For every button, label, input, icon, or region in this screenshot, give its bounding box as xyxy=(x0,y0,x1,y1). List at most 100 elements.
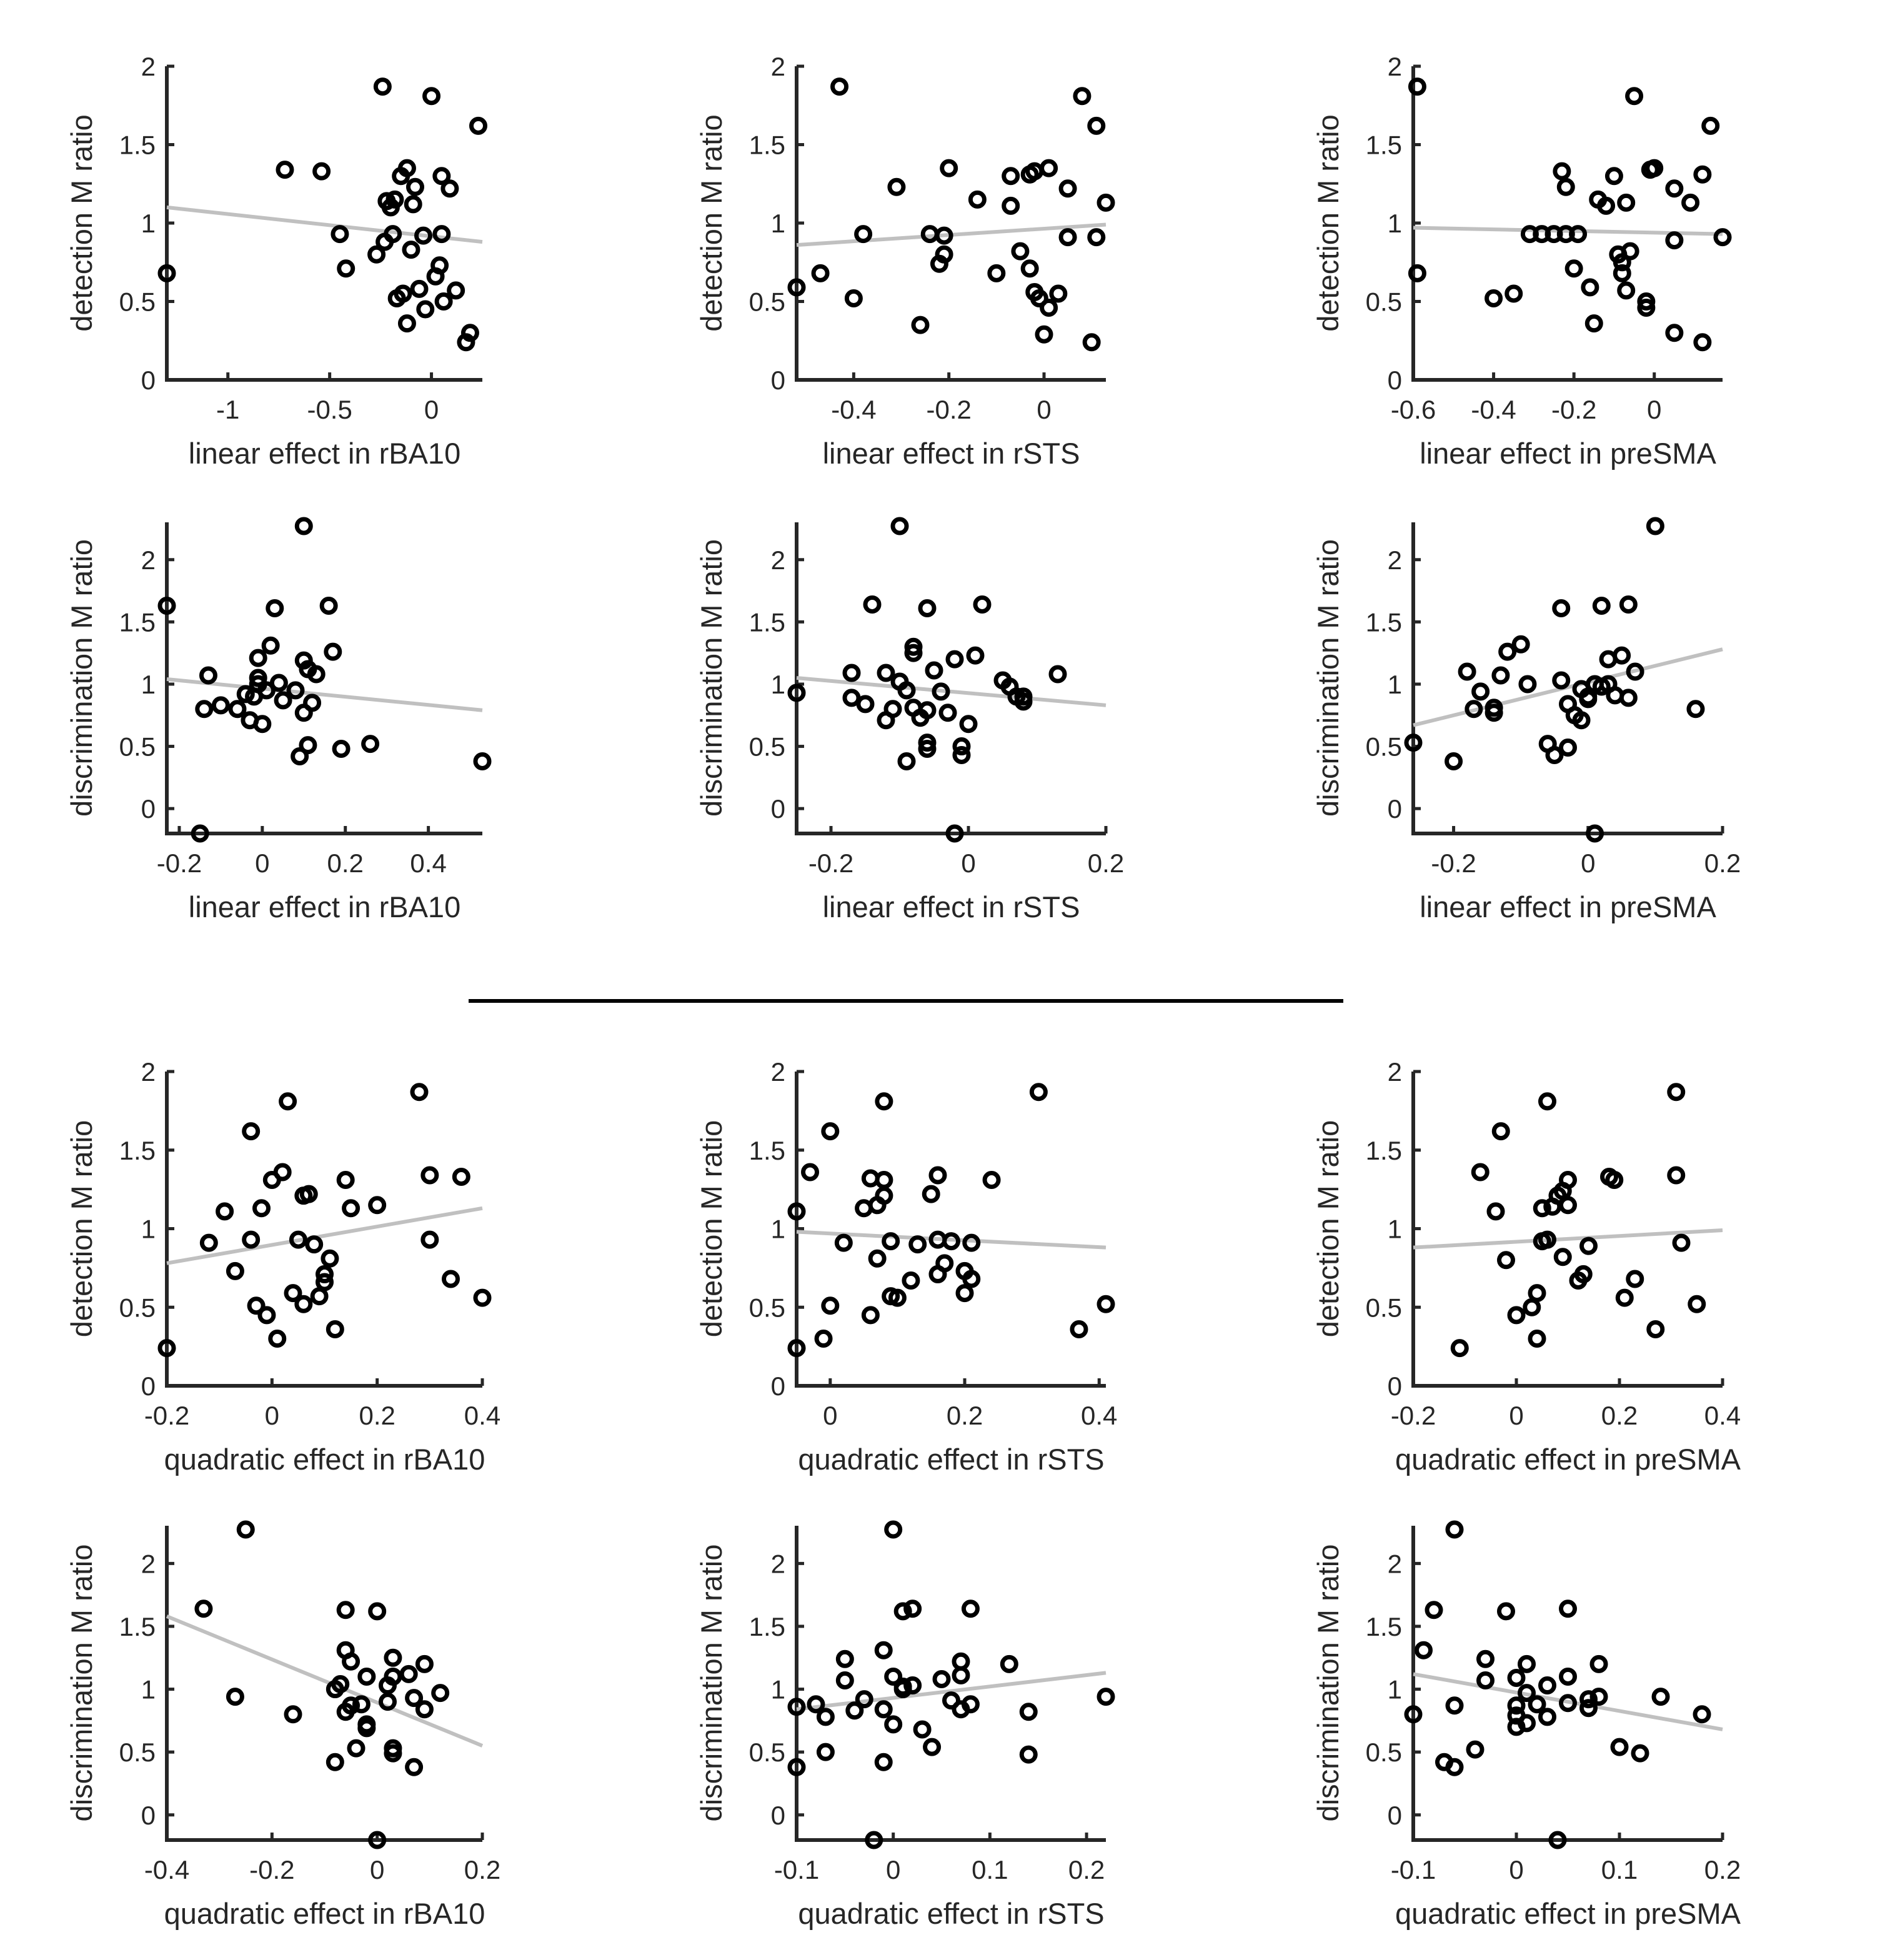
data-point xyxy=(410,1083,429,1102)
data-point xyxy=(834,1233,853,1252)
data-point xyxy=(1553,1248,1572,1266)
y-tick-label: 0.5 xyxy=(119,287,156,317)
data-point xyxy=(1665,324,1684,342)
data-point xyxy=(284,1284,302,1303)
x-tick-label: 0 xyxy=(1509,1401,1523,1430)
regression-line xyxy=(796,1230,1107,1250)
data-point xyxy=(875,1171,893,1190)
data-point xyxy=(228,700,247,719)
data-point xyxy=(1058,179,1077,198)
data-point xyxy=(1518,675,1537,694)
x-tick-label: 0 xyxy=(1581,848,1595,878)
data-point xyxy=(211,696,230,715)
data-point xyxy=(307,665,326,684)
data-point xyxy=(1556,177,1575,196)
data-point xyxy=(1672,1233,1691,1252)
data-point xyxy=(261,636,280,655)
data-point xyxy=(1552,599,1571,617)
data-point xyxy=(1610,1738,1629,1756)
x-tick-label: -0.6 xyxy=(1391,395,1436,424)
y-tick-label: 0.5 xyxy=(1366,732,1402,762)
scatter-panel-12: 0 0.5 1 1.5 2 -0.1 0 0.1 0.2 quadratic effect in … xyxy=(1311,1520,1741,1930)
x-tick-label: 0.2 xyxy=(1704,1855,1741,1884)
data-point xyxy=(1445,1758,1464,1776)
data-point xyxy=(968,190,987,209)
x-tick-label: 0 xyxy=(265,1401,279,1430)
data-point xyxy=(1518,1654,1536,1673)
regression-line xyxy=(1413,1672,1723,1731)
data-point xyxy=(874,1753,893,1771)
data-point xyxy=(865,1831,883,1849)
data-point xyxy=(1471,1163,1490,1181)
data-point xyxy=(1507,1696,1526,1715)
data-point xyxy=(913,1720,932,1739)
x-tick-label: -0.2 xyxy=(1431,848,1476,878)
data-point xyxy=(888,1288,907,1307)
data-point xyxy=(331,1675,350,1694)
data-point xyxy=(863,595,882,614)
data-point xyxy=(247,1296,266,1315)
y-tick-label: 1.5 xyxy=(1366,131,1402,160)
data-point xyxy=(938,704,957,722)
data-point xyxy=(1581,278,1599,297)
data-point xyxy=(394,284,412,303)
data-point xyxy=(1505,284,1523,303)
data-point xyxy=(1528,1695,1546,1714)
data-point xyxy=(845,1701,864,1720)
data-point xyxy=(1579,1699,1598,1718)
regression-line xyxy=(1413,647,1723,727)
data-point xyxy=(266,599,284,617)
data-point xyxy=(1681,193,1700,212)
data-point xyxy=(368,1831,387,1849)
data-point xyxy=(402,241,420,259)
data-point xyxy=(299,736,317,755)
y-axis-label: detection M ratio xyxy=(65,1120,98,1337)
data-point xyxy=(274,691,292,710)
data-point xyxy=(1518,1684,1536,1703)
data-point xyxy=(1651,1688,1670,1706)
data-point xyxy=(1538,1676,1556,1695)
data-point xyxy=(821,1122,840,1141)
y-tick-label: 0 xyxy=(771,366,785,395)
y-tick-label: 1 xyxy=(141,209,156,238)
data-point xyxy=(959,715,978,734)
data-point xyxy=(1626,662,1644,681)
y-tick-label: 2 xyxy=(1388,52,1402,81)
data-point xyxy=(884,1520,903,1539)
data-point xyxy=(882,1232,900,1251)
data-point xyxy=(1693,1705,1711,1724)
y-tick-label: 1 xyxy=(771,1675,785,1704)
data-point xyxy=(940,159,958,177)
data-point xyxy=(842,664,861,682)
scatter-panel-2: 0 0.5 1 1.5 2 -0.4 -0.2 0 linear effect in rSTS d… xyxy=(695,52,1115,470)
y-tick-label: 0.5 xyxy=(119,1293,156,1322)
data-point xyxy=(1415,1641,1433,1659)
data-point xyxy=(249,669,267,687)
data-point xyxy=(928,1166,947,1185)
data-point xyxy=(312,162,331,181)
x-tick-label: -0.2 xyxy=(808,848,853,878)
data-point xyxy=(420,1230,439,1249)
data-point xyxy=(816,1708,835,1726)
data-point xyxy=(336,1601,355,1619)
data-point xyxy=(1553,162,1571,181)
data-point xyxy=(1626,1270,1644,1288)
x-tick-label: 0.2 xyxy=(1601,1401,1638,1430)
data-point xyxy=(1030,289,1048,307)
x-tick-label: -0.2 xyxy=(249,1855,294,1884)
data-point xyxy=(195,700,214,719)
data-point xyxy=(236,685,255,704)
y-tick-label: 1.5 xyxy=(749,1136,785,1165)
data-point xyxy=(1619,595,1638,614)
scatter-panel-6: 0 0.5 1 1.5 2 -0.2 0 0.2 linear effect in preSMA… xyxy=(1311,517,1741,923)
data-point xyxy=(1589,1688,1608,1706)
y-tick-label: 0 xyxy=(771,794,785,823)
data-point xyxy=(324,642,342,661)
data-point xyxy=(257,1306,276,1325)
data-point xyxy=(1528,1330,1546,1348)
data-point xyxy=(1621,242,1639,261)
data-point xyxy=(1579,690,1598,709)
data-point xyxy=(1087,116,1106,135)
data-point xyxy=(384,1648,402,1667)
